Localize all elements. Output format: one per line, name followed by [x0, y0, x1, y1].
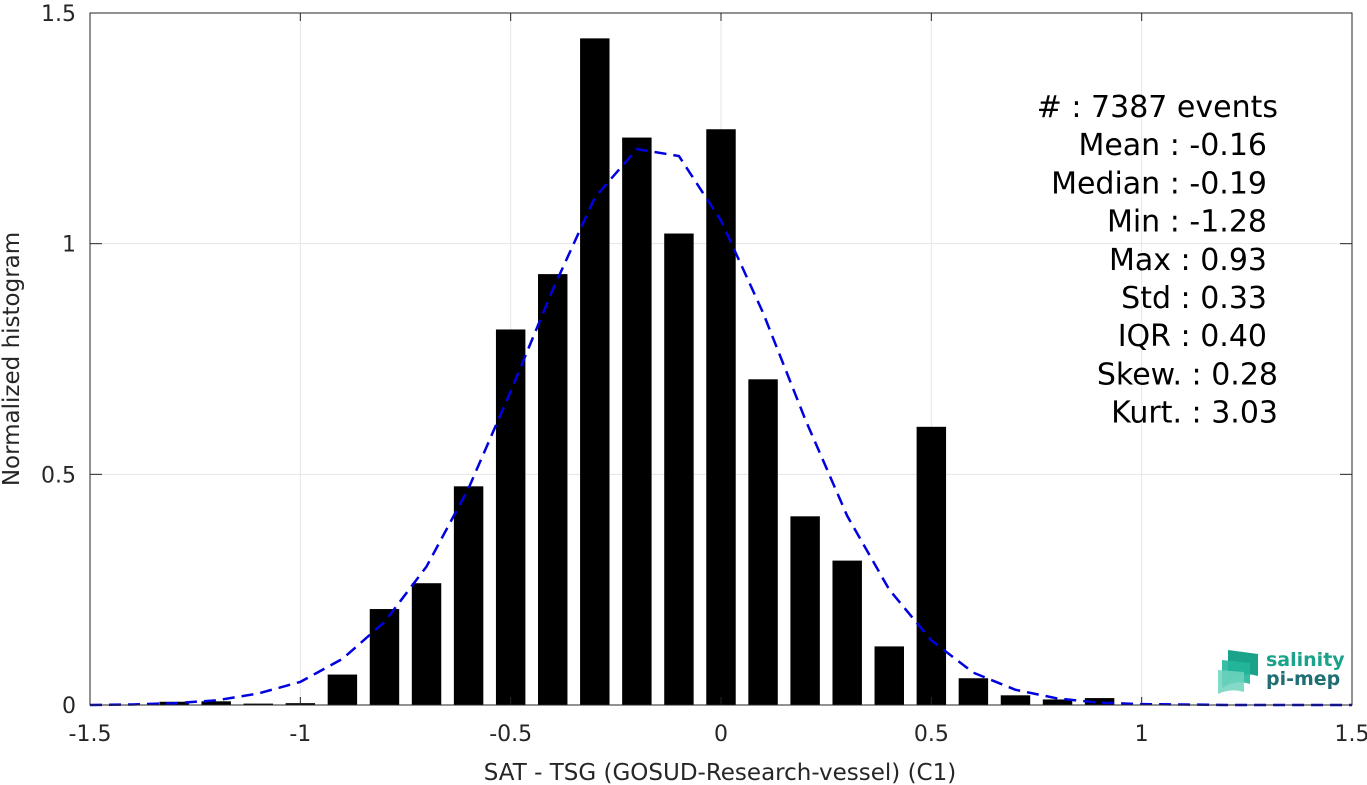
histogram-bar: [790, 516, 820, 705]
x-tick-labels: -1.5 -1 -0.5 0 0.5 1 1.5: [69, 722, 1367, 747]
logo-text-pi-mep: pi-mep: [1266, 668, 1340, 690]
histogram-bar: [495, 329, 526, 705]
y-tick-label: 1: [62, 233, 76, 258]
stat-value: : -0.16: [1170, 128, 1267, 163]
stat-label: IQR: [1118, 319, 1181, 354]
histogram-bar: [411, 583, 442, 705]
stat-value: : 3.03: [1192, 396, 1278, 431]
stat-label: #: [1037, 90, 1072, 125]
stat-label: Kurt.: [1111, 396, 1191, 431]
stat-line: Max : 0.93: [1109, 243, 1267, 278]
histogram-bar: [706, 129, 736, 706]
stat-line: Std : 0.33: [1121, 281, 1267, 316]
stat-value: : 7387 events: [1071, 90, 1278, 125]
y-tick-labels: 0 0.5 1 1.5: [41, 2, 76, 719]
stat-line: IQR : 0.40: [1118, 319, 1267, 354]
histogram-bar: [916, 426, 947, 705]
histogram-bar: [201, 701, 231, 705]
stat-label: Mean: [1078, 128, 1169, 163]
stat-value: : -1.28: [1170, 205, 1267, 240]
stat-label: Min: [1107, 205, 1170, 240]
logo-text-salinity: salinity: [1266, 649, 1345, 671]
histogram-bar: [1042, 699, 1073, 705]
y-tick-label: 0.5: [41, 463, 76, 488]
stat-line: Skew. : 0.28: [1097, 357, 1278, 392]
histogram-bar: [538, 274, 568, 705]
histogram-bar: [748, 379, 778, 705]
histogram-bar: [874, 646, 904, 705]
y-tick-label: 1.5: [41, 2, 76, 27]
stat-line: Min : -1.28: [1107, 205, 1267, 240]
histogram-bar: [327, 674, 358, 705]
stat-label: Skew.: [1097, 357, 1192, 392]
histogram-bar: [664, 233, 694, 705]
stat-label: Max: [1109, 243, 1181, 278]
axis-ticks: [89, 12, 1353, 706]
stat-line: Median : -0.19: [1051, 166, 1267, 201]
x-tick-label: -0.5: [489, 722, 532, 747]
x-tick-label: 0.5: [914, 722, 949, 747]
histogram-bar: [243, 703, 273, 705]
stat-label: Median: [1051, 166, 1170, 201]
stat-line: Kurt. : 3.03: [1111, 396, 1278, 431]
histogram-bar: [1000, 695, 1031, 705]
histogram-bar: [580, 38, 610, 705]
x-tick-label: 1: [1135, 722, 1149, 747]
wave-logo-icon: [1218, 650, 1258, 694]
stat-line: # : 7387 events: [1037, 90, 1278, 125]
x-tick-label: -1: [289, 722, 311, 747]
stat-value: : 0.40: [1181, 319, 1267, 354]
histogram-bar: [958, 678, 989, 705]
histogram-bar: [832, 560, 862, 705]
stat-value: : -0.19: [1170, 166, 1267, 201]
x-tick-label: -1.5: [69, 722, 112, 747]
x-tick-label: 0: [714, 722, 728, 747]
stat-line: Mean : -0.16: [1078, 128, 1267, 163]
stat-value: : 0.93: [1181, 243, 1267, 278]
stat-value: : 0.33: [1181, 281, 1267, 316]
histogram-bar: [1084, 698, 1115, 705]
y-axis-label: Normalized histogram: [0, 232, 25, 486]
histogram-bar: [369, 609, 400, 705]
histogram-bar: [453, 486, 484, 705]
stat-label: Std: [1121, 281, 1180, 316]
stat-value: : 0.28: [1192, 357, 1278, 392]
salinity-pi-mep-logo: salinity pi-mep: [1218, 649, 1345, 694]
histogram-bars: [159, 38, 1115, 706]
histogram-bar: [622, 137, 652, 705]
x-tick-label: 1.5: [1335, 722, 1367, 747]
y-tick-label: 0: [62, 694, 76, 719]
x-axis-label: SAT - TSG (GOSUD-Research-vessel) (C1): [484, 760, 956, 785]
